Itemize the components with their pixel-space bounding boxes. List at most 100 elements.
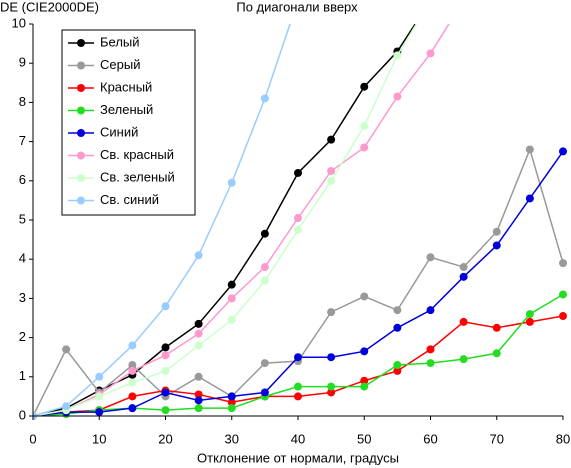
legend-marker xyxy=(77,106,85,115)
data-point xyxy=(194,372,203,381)
data-point xyxy=(426,49,435,58)
data-point xyxy=(427,0,435,4)
data-point xyxy=(294,382,302,391)
data-point xyxy=(194,251,203,260)
y-tick-label: 4 xyxy=(19,251,26,266)
y-tick-label: 10 xyxy=(12,15,26,30)
x-tick-label: 0 xyxy=(29,431,36,446)
data-point xyxy=(227,398,236,407)
series-line xyxy=(33,315,564,417)
data-point xyxy=(161,343,170,352)
data-point xyxy=(525,317,534,326)
data-point xyxy=(294,168,302,177)
data-point xyxy=(559,312,567,321)
y-tick-label: 6 xyxy=(19,172,26,187)
legend-label: Св. синий xyxy=(100,192,159,207)
y-tick-label: 3 xyxy=(19,290,26,305)
data-point xyxy=(393,361,402,370)
legend-label: Белый xyxy=(100,34,140,49)
data-point xyxy=(194,404,203,413)
legend-label: Зеленый xyxy=(100,102,153,117)
data-point xyxy=(161,302,170,311)
legend-marker xyxy=(77,84,85,92)
data-point xyxy=(227,392,236,401)
data-point xyxy=(460,0,468,4)
x-tick-label: 10 xyxy=(92,431,106,446)
data-point xyxy=(95,372,104,381)
y-tick-label: 1 xyxy=(19,368,26,383)
data-point xyxy=(492,227,501,236)
data-point xyxy=(360,382,369,391)
data-point xyxy=(194,396,203,405)
legend-label: Серый xyxy=(100,57,140,72)
data-point xyxy=(559,259,567,268)
data-point xyxy=(360,82,369,91)
data-point xyxy=(559,290,567,299)
data-point xyxy=(459,355,468,364)
data-point xyxy=(227,280,236,289)
data-point xyxy=(260,229,269,238)
x-tick-label: 40 xyxy=(291,431,305,446)
data-point xyxy=(227,404,236,413)
data-point xyxy=(128,361,137,370)
data-point xyxy=(360,121,369,130)
y-tick-label: 9 xyxy=(19,55,26,70)
data-point xyxy=(327,353,336,362)
data-point xyxy=(227,178,236,187)
x-tick-label: 30 xyxy=(225,431,239,446)
legend-marker xyxy=(77,151,85,160)
data-point xyxy=(260,388,269,397)
legend-marker xyxy=(77,196,85,205)
legend-marker xyxy=(77,61,85,70)
data-point xyxy=(62,402,71,411)
data-point xyxy=(360,347,369,356)
data-point xyxy=(95,392,104,401)
data-point xyxy=(161,351,170,360)
data-point xyxy=(95,408,104,417)
x-tick-label: 80 xyxy=(556,431,570,446)
data-point xyxy=(161,366,170,375)
x-tick-label: 70 xyxy=(490,431,504,446)
data-point xyxy=(227,294,236,303)
data-point xyxy=(327,167,336,175)
data-point xyxy=(525,194,534,203)
data-point xyxy=(161,406,170,415)
y-tick-label: 0 xyxy=(19,407,26,422)
series-line xyxy=(33,24,450,417)
x-axis-label: Отклонение от нормали, градусы xyxy=(197,450,399,465)
data-point xyxy=(194,390,203,399)
data-point xyxy=(194,341,203,350)
data-point xyxy=(427,0,435,4)
data-point xyxy=(62,345,71,354)
y-tick-label: 5 xyxy=(19,211,26,226)
y-tick-label: 8 xyxy=(19,94,26,109)
data-point xyxy=(260,276,269,285)
data-point xyxy=(492,241,501,250)
data-point xyxy=(459,272,468,281)
data-point xyxy=(294,225,302,234)
data-point xyxy=(327,388,336,397)
legend-label: Св. зеленый xyxy=(100,169,175,184)
data-point xyxy=(227,315,236,324)
legend-label: Св. красный xyxy=(100,147,174,162)
x-tick-label: 50 xyxy=(357,431,371,446)
data-point xyxy=(393,51,402,60)
data-point xyxy=(294,214,302,223)
data-point xyxy=(260,94,269,103)
legend-label: Красный xyxy=(100,79,152,94)
data-point xyxy=(128,341,137,350)
data-point xyxy=(128,392,137,401)
data-point xyxy=(393,92,402,101)
data-point xyxy=(426,359,435,368)
data-point xyxy=(360,143,369,152)
y-axis-label: DE (CIE2000DE) xyxy=(0,0,99,14)
data-point xyxy=(128,404,137,413)
legend-marker xyxy=(77,39,85,47)
data-point xyxy=(161,388,170,397)
data-point xyxy=(194,329,203,338)
data-point xyxy=(260,263,269,272)
data-point xyxy=(327,176,336,185)
y-tick-label: 7 xyxy=(19,133,26,148)
data-point xyxy=(294,353,302,362)
